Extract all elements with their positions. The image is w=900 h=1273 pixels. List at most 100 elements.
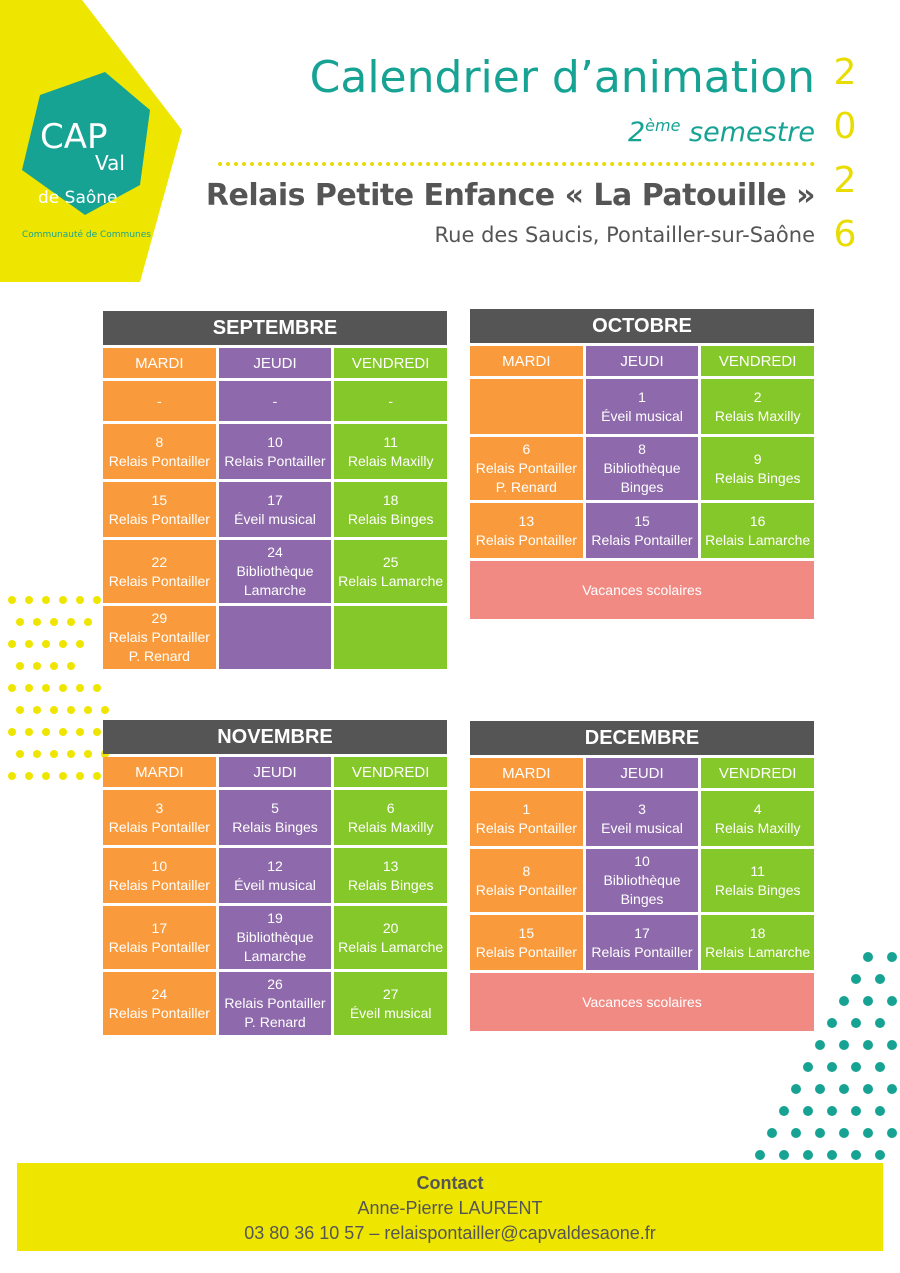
- dot: [25, 640, 33, 648]
- cell-line: Lamarche: [243, 582, 307, 598]
- dot: [84, 706, 92, 714]
- cell-line: 10: [634, 853, 650, 869]
- dot: [76, 772, 84, 780]
- dot: [851, 1106, 861, 1116]
- dot: [827, 1150, 837, 1160]
- month-calendar: NOVEMBRE MARDI JEUDI VENDREDI 3 Relais Pontai…: [103, 720, 448, 1035]
- semester: 2ème semestre: [628, 116, 815, 148]
- dot: [839, 1084, 849, 1094]
- dot: [803, 1150, 813, 1160]
- dot: [779, 1106, 789, 1116]
- week-row: ---: [103, 381, 448, 421]
- cell-line: Lamarche: [243, 948, 307, 964]
- dot: [887, 1128, 897, 1138]
- cell-line: 13: [382, 857, 399, 874]
- day-header: JEUDI: [218, 348, 332, 378]
- day-cell: 9 Relais Binges: [701, 437, 815, 500]
- cell-line: 18: [382, 491, 399, 508]
- dot: [887, 1084, 897, 1094]
- contact: Contact Anne-Pierre LAURENT 03 80 36 10 …: [17, 1163, 883, 1251]
- week-row: 8 Relais Pontailler 10 Bibliothèque Binges 11…: [470, 849, 815, 912]
- day-row: MARDI JEUDI VENDREDI: [103, 348, 448, 378]
- cell-line: Relais Pontailler: [591, 943, 693, 960]
- cell-line: 17: [267, 491, 283, 508]
- day-header: VENDREDI: [701, 346, 815, 376]
- dot: [863, 1084, 873, 1094]
- dot: [8, 728, 16, 736]
- cell-line: Relais Lamarche: [705, 943, 811, 960]
- dot: [851, 1150, 861, 1160]
- day-cell: 5 Relais Binges: [218, 790, 332, 845]
- week-row: 24 Relais Pontailler 26 Relais Pontailler P.…: [103, 972, 448, 1035]
- cell-line: Relais Pontailler: [108, 818, 210, 835]
- day-header: MARDI: [103, 348, 216, 378]
- dot: [887, 1040, 897, 1050]
- day-cell: 18 Relais Binges: [334, 482, 448, 537]
- dot: [33, 706, 41, 714]
- dots: [8, 596, 897, 1160]
- day-header: JEUDI: [218, 757, 332, 787]
- dot: [803, 1062, 813, 1072]
- day-cell: 17 Éveil musical: [218, 482, 332, 537]
- cell-line: 8: [638, 441, 646, 457]
- cell-line: Relais Maxilly: [347, 818, 434, 835]
- dot: [827, 1106, 837, 1116]
- cell-line: 1: [522, 800, 531, 817]
- dot: [67, 750, 75, 758]
- cell-line: Relais Pontailler: [475, 943, 577, 960]
- semester-sup: ème: [645, 116, 681, 135]
- day-cell: 10 Relais Pontailler: [218, 424, 332, 479]
- day-cell: 8 Relais Pontailler: [103, 424, 216, 479]
- cell-line: 6: [522, 441, 531, 457]
- day-cell: 20 Relais Lamarche: [334, 906, 448, 969]
- cell-line: Bibliothèque: [603, 872, 681, 888]
- day-cell: 18 Relais Lamarche: [701, 915, 815, 970]
- day-cell: [218, 606, 332, 669]
- month-header: SEPTEMBRE: [103, 311, 447, 345]
- dot: [839, 996, 849, 1006]
- day-cell: 6 Relais Pontailler P. Renard: [470, 437, 583, 500]
- day-cell: 4 Relais Maxilly: [701, 791, 815, 846]
- dot: [755, 1150, 765, 1160]
- dot: [16, 662, 24, 670]
- cell-line: 25: [382, 553, 399, 570]
- dot: [8, 684, 16, 692]
- dot: [779, 1150, 789, 1160]
- dot: [875, 1150, 885, 1160]
- semester-num: 2: [627, 117, 646, 148]
- day-header: VENDREDI: [334, 757, 448, 787]
- cell-line: Relais Binges: [347, 876, 434, 893]
- place: Relais Petite Enfance « La Patouille »: [205, 178, 816, 213]
- semester-word: semestre: [689, 117, 815, 148]
- cell-line: 11: [750, 862, 765, 879]
- day-cell: 29 Relais Pontailler P. Renard: [103, 606, 216, 669]
- cell-line: Relais Pontailler: [475, 531, 577, 548]
- day-cell: 10 Bibliothèque Binges: [585, 849, 699, 912]
- cell-line: 3: [155, 799, 164, 816]
- dot: [887, 952, 897, 962]
- year-digit: 2: [833, 52, 857, 93]
- dot: [875, 1062, 885, 1072]
- dot: [42, 596, 50, 604]
- dot: [803, 1106, 813, 1116]
- dot: [93, 728, 101, 736]
- day-cell: 13 Relais Pontailler: [470, 503, 583, 558]
- dot: [815, 1084, 825, 1094]
- dot: [76, 596, 84, 604]
- cell-line: 9: [753, 450, 762, 467]
- dot: [42, 772, 50, 780]
- dot: [839, 1040, 849, 1050]
- day-cell: 6 Relais Maxilly: [334, 790, 448, 845]
- dot: [875, 1018, 885, 1028]
- dot: [50, 750, 58, 758]
- day-header: VENDREDI: [701, 758, 815, 788]
- cell-line: Relais Pontailler: [475, 460, 577, 476]
- cell-line: 2: [753, 388, 762, 405]
- cell-line: Relais Pontailler: [108, 510, 210, 527]
- address: Rue des Saucis, Pontailler-sur-Saône: [434, 223, 815, 247]
- day-cell: 15 Relais Pontailler: [585, 503, 699, 558]
- dot: [851, 1062, 861, 1072]
- day-cell: 25 Relais Lamarche: [334, 540, 448, 603]
- dot: [863, 952, 873, 962]
- cell-line: Relais Binges: [714, 881, 801, 898]
